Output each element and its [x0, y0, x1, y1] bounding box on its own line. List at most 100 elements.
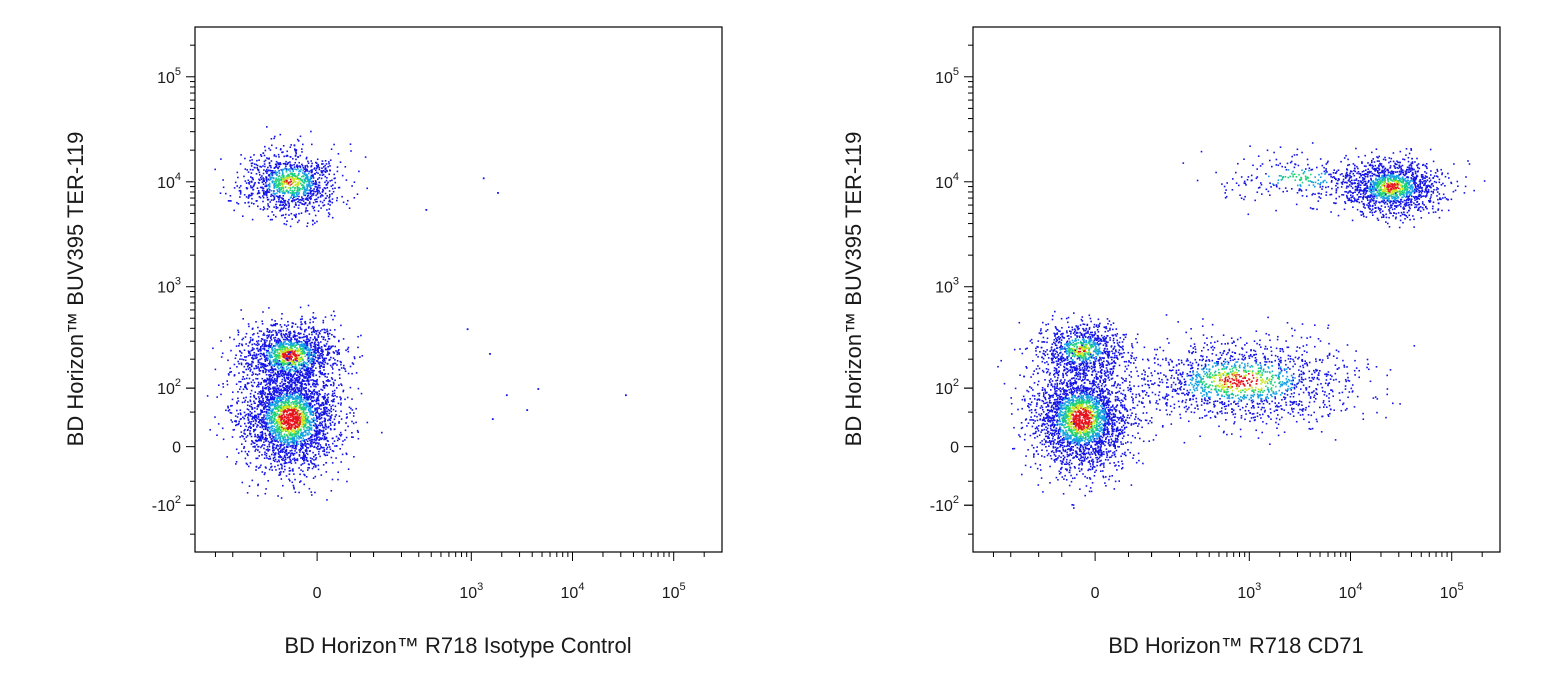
- scatter-point: [295, 169, 298, 171]
- scatter-point: [333, 173, 335, 176]
- scatter-point: [297, 420, 299, 422]
- scatter-point: [250, 435, 253, 438]
- scatter-point: [344, 166, 347, 168]
- scatter-point: [271, 324, 273, 327]
- scatter-point: [311, 365, 313, 368]
- scatter-point: [286, 338, 288, 340]
- scatter-point: [257, 416, 260, 418]
- scatter-point: [313, 209, 316, 212]
- scatter-point: [305, 396, 308, 399]
- scatter-point: [261, 345, 263, 347]
- scatter-point: [329, 165, 331, 167]
- scatter-point: [275, 419, 278, 422]
- scatter-point: [298, 195, 300, 198]
- scatter-point: [282, 364, 285, 366]
- scatter-point: [259, 466, 261, 468]
- scatter-point: [277, 190, 279, 193]
- scatter-point: [280, 433, 282, 436]
- scatter-point: [322, 163, 324, 165]
- scatter-point: [326, 340, 329, 343]
- scatter-point: [346, 480, 348, 483]
- scatter-point: [274, 336, 277, 339]
- scatter-point: [255, 398, 257, 400]
- scatter-point: [308, 487, 311, 490]
- scatter-point: [318, 363, 321, 365]
- scatter-point: [305, 197, 308, 199]
- scatter-point: [293, 370, 296, 372]
- scatter-point: [291, 438, 294, 441]
- scatter-point: [321, 167, 323, 169]
- scatter-point: [318, 168, 321, 171]
- scatter-point: [303, 422, 305, 424]
- scatter-point: [304, 165, 307, 167]
- scatter-point: [298, 357, 300, 359]
- scatter-point: [267, 405, 269, 408]
- scatter-point: [293, 342, 295, 344]
- scatter-point: [249, 413, 251, 416]
- scatter-point: [287, 176, 290, 178]
- scatter-point: [271, 419, 273, 421]
- scatter-point: [261, 417, 263, 419]
- scatter-point: [307, 417, 309, 419]
- scatter-point: [282, 444, 284, 446]
- scatter-point: [302, 446, 304, 448]
- scatter-point: [312, 316, 314, 318]
- scatter-point: [303, 178, 306, 181]
- scatter-point: [299, 399, 301, 401]
- scatter-point: [308, 351, 311, 353]
- scatter-point: [292, 446, 294, 449]
- scatter-point: [295, 354, 298, 357]
- scatter-point: [308, 333, 311, 336]
- scatter-point: [280, 343, 282, 345]
- scatter-point: [301, 198, 304, 200]
- scatter-point: [262, 371, 264, 374]
- scatter-point: [310, 160, 312, 162]
- scatter-point: [324, 197, 327, 200]
- scatter-point: [315, 164, 318, 167]
- scatter-point: [274, 396, 276, 399]
- scatter-point: [271, 144, 273, 147]
- scatter-point: [217, 423, 220, 425]
- scatter-point: [300, 374, 302, 377]
- scatter-point: [332, 345, 334, 347]
- scatter-point: [306, 394, 308, 397]
- scatter-point: [275, 348, 277, 351]
- scatter-point: [294, 410, 296, 412]
- scatter-point: [311, 462, 313, 465]
- scatter-point: [312, 382, 314, 385]
- scatter-point: [278, 170, 280, 172]
- scatter-point: [253, 395, 255, 397]
- scatter-point: [266, 418, 269, 421]
- scatter-point: [278, 393, 281, 395]
- scatter-point: [319, 367, 321, 370]
- scatter-point: [309, 184, 311, 187]
- scatter-point: [281, 190, 283, 193]
- scatter-point: [277, 422, 279, 425]
- scatter-point: [259, 362, 261, 364]
- scatter-point: [300, 441, 303, 444]
- scatter-point: [298, 388, 301, 390]
- scatter-point: [297, 184, 299, 187]
- scatter-point: [294, 450, 296, 452]
- scatter-point: [258, 436, 261, 438]
- scatter-point: [270, 394, 273, 396]
- scatter-point: [304, 383, 307, 385]
- scatter-point: [263, 387, 266, 390]
- scatter-point: [323, 369, 325, 371]
- scatter-point: [259, 422, 261, 425]
- scatter-point: [299, 382, 302, 384]
- scatter-point: [293, 180, 295, 183]
- scatter-point: [281, 409, 283, 412]
- scatter-point: [285, 357, 288, 360]
- scatter-point: [247, 428, 249, 431]
- scatter-point: [261, 353, 264, 356]
- scatter-point: [342, 389, 345, 392]
- scatter-point: [306, 343, 309, 345]
- scatter-point: [266, 438, 268, 440]
- scatter-point: [287, 324, 290, 326]
- scatter-point: [309, 432, 312, 435]
- scatter-point: [266, 445, 269, 448]
- scatter-point: [312, 189, 314, 192]
- scatter-point: [313, 358, 316, 361]
- scatter-point: [277, 342, 280, 344]
